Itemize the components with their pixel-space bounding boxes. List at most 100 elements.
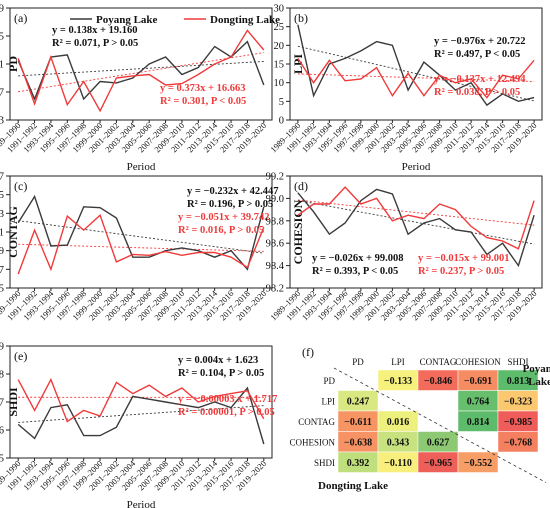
series-line-dongting bbox=[297, 58, 535, 99]
y-tick-label: 25 bbox=[0, 32, 4, 43]
regression-equation: y = −0.051x + 39.742 bbox=[178, 212, 269, 223]
regression-equation: y = −0.232x + 42.447 bbox=[187, 186, 278, 197]
regression-equation: y = 0.004x + 1.623 bbox=[178, 355, 258, 366]
upper-triangle-label: Lake bbox=[528, 376, 550, 388]
heatmap-column-header: LPI bbox=[391, 357, 405, 367]
regression-equation: y = −0.976x + 20.722 bbox=[434, 36, 525, 47]
legend: Poyang Lake Dongting Lake bbox=[70, 14, 280, 26]
y-tick-label: 10 bbox=[274, 78, 285, 89]
heatmap-column-header: COHESION bbox=[455, 357, 501, 367]
y-tick-label: 5 bbox=[279, 97, 284, 108]
y-tick-label: 21 bbox=[0, 60, 4, 71]
heatmap-row-header: SHDI bbox=[314, 458, 335, 468]
series-line-poyang bbox=[297, 188, 535, 268]
y-tick-label: 15 bbox=[274, 60, 285, 71]
heatmap-row-header: PD bbox=[323, 376, 335, 386]
regression-equation: y = −0.00003 x + 1.717 bbox=[178, 394, 277, 405]
trend-line bbox=[297, 45, 535, 102]
panel-label: (c) bbox=[14, 179, 27, 193]
lower-triangle-label: Dongting Lake bbox=[318, 480, 388, 492]
heatmap-row-header: CONTAG bbox=[298, 417, 335, 427]
y-tick-label: 98.4 bbox=[266, 261, 285, 272]
regression-equation: R² = 0.196, P > 0.05 bbox=[187, 199, 273, 210]
trend-line bbox=[18, 405, 264, 423]
series-line-poyang bbox=[17, 40, 265, 101]
heatmap-row-header: LPI bbox=[322, 396, 336, 406]
y-tick-label: 45 bbox=[0, 190, 4, 201]
y-tick-label: 30 bbox=[274, 4, 285, 15]
y-tick-label: 43 bbox=[0, 209, 4, 220]
y-tick-label: 25 bbox=[274, 22, 285, 33]
series-line-dongting bbox=[17, 213, 265, 275]
heatmap-cell-value: 0.627 bbox=[427, 437, 450, 448]
y-tick-label: 1.6 bbox=[0, 426, 4, 437]
trend-line bbox=[297, 73, 535, 82]
series-line-poyang bbox=[297, 24, 535, 107]
y-axis-label: COHESION bbox=[291, 199, 305, 264]
heatmap-cell-value: 0.016 bbox=[387, 417, 410, 428]
series-line-poyang bbox=[17, 194, 265, 271]
regression-equation: y = −0.015x + 99.001 bbox=[418, 253, 509, 264]
panel-b: 051015202530LPI1989–19901991–19921993–19… bbox=[268, 4, 543, 173]
regression-equation: y = 0.373x + 16.663 bbox=[160, 83, 245, 94]
x-axis-label: Period bbox=[127, 499, 156, 508]
regression-equation: R² = 0.301, P < 0.05 bbox=[160, 96, 246, 107]
heatmap-column-header: CONTAG bbox=[420, 357, 457, 367]
y-tick-label: 20 bbox=[274, 41, 285, 52]
y-tick-label: 0 bbox=[279, 116, 284, 127]
panel-a: 1317212529PD1989–19901991–19921993–19941… bbox=[0, 4, 280, 174]
regression-equation: R² = 0.038, P > 0.05 bbox=[434, 87, 520, 98]
y-tick-label: 98.2 bbox=[266, 284, 284, 295]
heatmap-cell-value: 0.247 bbox=[347, 396, 370, 407]
plot-frame bbox=[289, 7, 543, 121]
panel-label: (f) bbox=[302, 345, 314, 359]
panel-d: 98.298.498.698.899.099.2COHESION1989–199… bbox=[266, 172, 543, 322]
upper-triangle-label: Poyang bbox=[523, 363, 550, 375]
series-line-poyang bbox=[17, 386, 265, 445]
heatmap-cell-value: −0.768 bbox=[504, 437, 532, 448]
heatmap-row-header: COHESION bbox=[289, 437, 335, 447]
heatmap-cell-value: 0.814 bbox=[467, 417, 490, 428]
series-line-dongting bbox=[17, 377, 265, 423]
regression-equation: y = −0.137x + 12.494 bbox=[434, 74, 526, 85]
heatmap-cell-value: 0.813 bbox=[507, 376, 530, 387]
heatmap-cell-value: −0.965 bbox=[424, 458, 452, 469]
plot-frame bbox=[289, 175, 543, 289]
diagonal-divider bbox=[333, 367, 547, 483]
y-axis-label: CONTAG bbox=[6, 206, 20, 258]
regression-equation: R² = 0.104, P > 0.05 bbox=[178, 368, 264, 379]
panel-label: (d) bbox=[294, 179, 308, 193]
y-tick-label: 1.5 bbox=[0, 454, 4, 465]
heatmap-cell bbox=[497, 431, 539, 453]
heatmap-cell-value: −0.552 bbox=[464, 458, 492, 469]
panel-label: (e) bbox=[14, 349, 27, 363]
y-tick-label: 1.7 bbox=[0, 398, 4, 409]
x-axis-label: Period bbox=[127, 161, 156, 173]
heatmap-cell-value: −0.846 bbox=[424, 376, 452, 387]
y-tick-label: 1.9 bbox=[0, 342, 4, 353]
trend-line bbox=[297, 199, 535, 245]
heatmap-cell-value: −0.133 bbox=[384, 376, 412, 387]
y-axis-label: LPI bbox=[291, 54, 305, 74]
y-tick-label: 17 bbox=[0, 88, 4, 99]
series-line-dongting bbox=[17, 29, 265, 113]
trend-line bbox=[18, 220, 264, 254]
heatmap-cell-value: 0.764 bbox=[467, 396, 490, 407]
trend-line bbox=[18, 52, 264, 93]
panel-c: 35373941434547CONTAG1989–19901991–199219… bbox=[0, 172, 278, 323]
panel-label: (a) bbox=[14, 11, 27, 25]
regression-equation: R² = 0.00001, P > 0.05 bbox=[178, 407, 275, 418]
regression-equation: R² = 0.393, P < 0.05 bbox=[312, 266, 398, 277]
x-axis-label: Period bbox=[402, 161, 431, 173]
y-tick-label: 29 bbox=[0, 4, 4, 15]
heatmap-cell bbox=[457, 451, 499, 473]
regression-equation: R² = 0.016, P > 0.05 bbox=[178, 225, 264, 236]
y-tick-label: 41 bbox=[0, 228, 4, 239]
heatmap-cell-value: −0.323 bbox=[504, 396, 532, 407]
panel-e: 1.51.61.71.81.9SHDI1989–19901991–1992199… bbox=[0, 342, 277, 508]
regression-equation: R² = 0.071, P > 0.05 bbox=[52, 38, 138, 49]
y-tick-label: 1.8 bbox=[0, 370, 4, 381]
y-tick-label: 35 bbox=[0, 284, 4, 295]
legend-entry: Dongting Lake bbox=[210, 14, 280, 26]
